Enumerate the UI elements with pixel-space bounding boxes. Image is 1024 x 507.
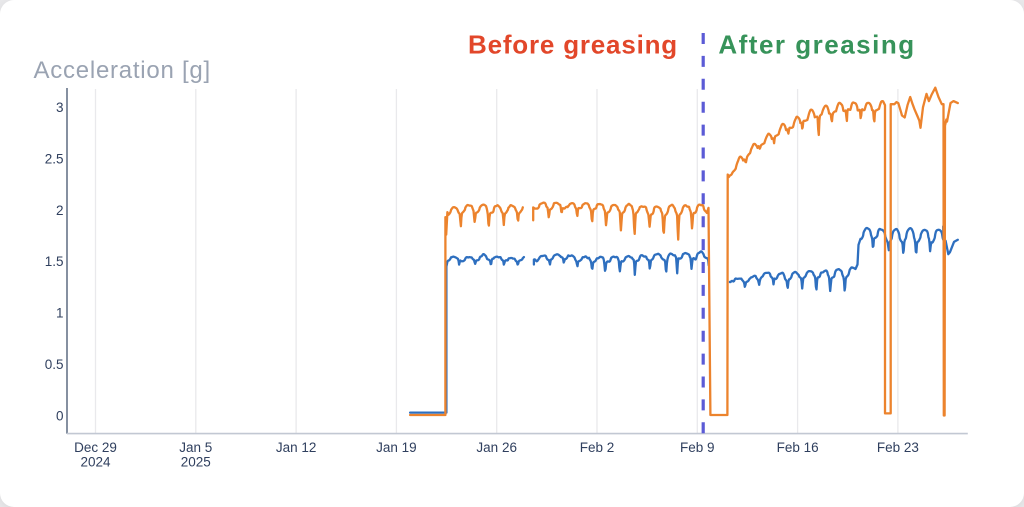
svg-text:2.5: 2.5 (45, 151, 64, 166)
svg-text:Jan 12: Jan 12 (276, 440, 317, 455)
svg-text:2024: 2024 (80, 455, 111, 470)
svg-text:After greasing: After greasing (718, 30, 915, 60)
svg-text:1: 1 (56, 306, 64, 321)
svg-text:3: 3 (56, 100, 64, 115)
svg-text:Jan 5: Jan 5 (179, 440, 212, 455)
svg-text:0: 0 (56, 408, 64, 423)
svg-text:Jan 19: Jan 19 (376, 440, 417, 455)
svg-text:Feb 2: Feb 2 (580, 440, 615, 455)
svg-text:Before greasing: Before greasing (468, 30, 678, 60)
svg-text:Dec 29: Dec 29 (74, 440, 117, 455)
svg-text:Jan 26: Jan 26 (476, 440, 517, 455)
svg-text:Feb 9: Feb 9 (680, 440, 715, 455)
svg-text:Feb 16: Feb 16 (777, 440, 819, 455)
svg-text:2025: 2025 (181, 455, 211, 470)
svg-text:Feb 23: Feb 23 (877, 440, 919, 455)
svg-text:0.5: 0.5 (45, 357, 64, 372)
svg-text:2: 2 (56, 203, 64, 218)
svg-text:1.5: 1.5 (45, 254, 64, 269)
svg-text:Acceleration [g]: Acceleration [g] (34, 57, 211, 84)
